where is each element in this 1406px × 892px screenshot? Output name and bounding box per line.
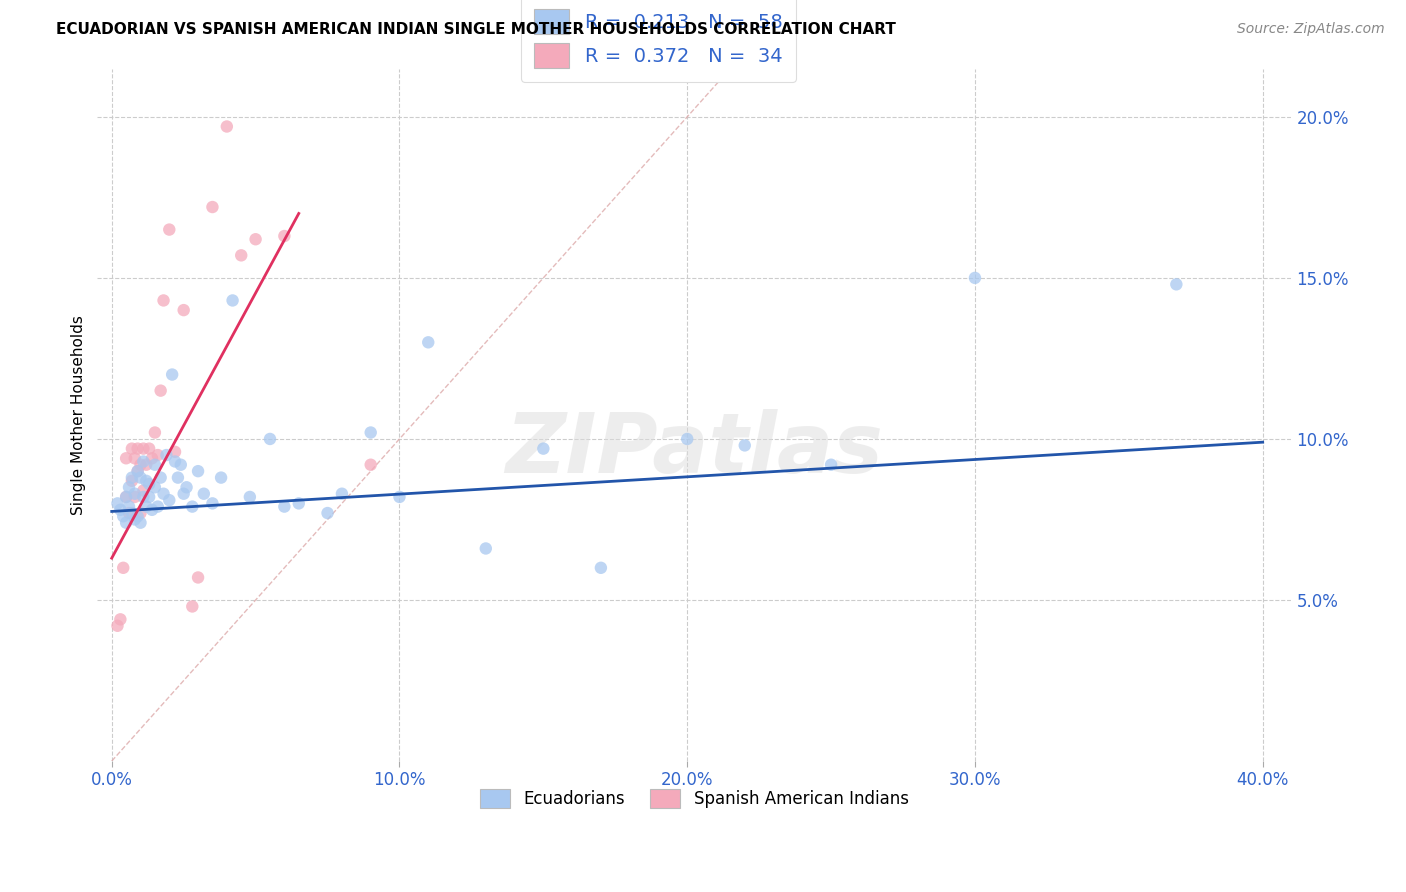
Point — [138, 477, 160, 491]
Point — [127, 509, 149, 524]
Point — [209, 470, 232, 484]
Point — [963, 271, 986, 285]
Point — [531, 442, 554, 456]
Point — [121, 506, 143, 520]
Point — [115, 490, 138, 504]
Point — [124, 490, 146, 504]
Point — [181, 500, 204, 514]
Point — [173, 303, 195, 318]
Point — [129, 516, 152, 530]
Point — [360, 458, 382, 472]
Point — [135, 474, 157, 488]
Point — [127, 464, 149, 478]
Point — [138, 490, 160, 504]
Text: Source: ZipAtlas.com: Source: ZipAtlas.com — [1237, 22, 1385, 37]
Point — [143, 458, 166, 472]
Point — [115, 490, 138, 504]
Point — [418, 335, 440, 350]
Point — [231, 248, 253, 262]
Point — [160, 368, 183, 382]
Point — [118, 506, 141, 520]
Point — [118, 480, 141, 494]
Point — [132, 483, 155, 498]
Point — [129, 470, 152, 484]
Point — [388, 490, 411, 504]
Point — [152, 293, 174, 308]
Point — [316, 506, 339, 520]
Point — [589, 561, 612, 575]
Point — [170, 458, 193, 472]
Point — [187, 464, 209, 478]
Point — [135, 500, 157, 514]
Legend: Ecuadorians, Spanish American Indians: Ecuadorians, Spanish American Indians — [474, 782, 915, 815]
Point — [112, 561, 135, 575]
Point — [1166, 277, 1188, 292]
Point — [173, 486, 195, 500]
Point — [734, 438, 756, 452]
Point — [149, 470, 172, 484]
Point — [132, 454, 155, 468]
Point — [110, 612, 132, 626]
Point — [245, 232, 267, 246]
Point — [163, 454, 186, 468]
Point — [152, 486, 174, 500]
Point — [121, 470, 143, 484]
Point — [475, 541, 498, 556]
Point — [132, 442, 155, 456]
Text: ECUADORIAN VS SPANISH AMERICAN INDIAN SINGLE MOTHER HOUSEHOLDS CORRELATION CHART: ECUADORIAN VS SPANISH AMERICAN INDIAN SI… — [56, 22, 896, 37]
Point — [121, 442, 143, 456]
Point — [141, 503, 163, 517]
Point — [127, 464, 149, 478]
Point — [124, 486, 146, 500]
Y-axis label: Single Mother Households: Single Mother Households — [72, 315, 86, 515]
Point — [273, 500, 295, 514]
Point — [124, 512, 146, 526]
Point — [676, 432, 699, 446]
Point — [107, 619, 129, 633]
Point — [201, 200, 224, 214]
Point — [239, 490, 262, 504]
Point — [157, 493, 180, 508]
Point — [129, 506, 152, 520]
Point — [155, 448, 177, 462]
Point — [132, 490, 155, 504]
Point — [193, 486, 215, 500]
Point — [112, 509, 135, 524]
Point — [115, 516, 138, 530]
Point — [149, 384, 172, 398]
Point — [287, 496, 309, 510]
Point — [215, 120, 238, 134]
Point — [146, 448, 169, 462]
Point — [163, 445, 186, 459]
Point — [201, 496, 224, 510]
Point — [187, 570, 209, 584]
Point — [127, 442, 149, 456]
Point — [221, 293, 243, 308]
Point — [121, 474, 143, 488]
Point — [143, 425, 166, 440]
Point — [129, 458, 152, 472]
Point — [110, 503, 132, 517]
Point — [360, 425, 382, 440]
Point — [176, 480, 198, 494]
Point — [820, 458, 842, 472]
Point — [135, 458, 157, 472]
Point — [141, 451, 163, 466]
Point — [157, 222, 180, 236]
Point — [273, 229, 295, 244]
Point — [167, 470, 190, 484]
Point — [330, 486, 353, 500]
Point — [146, 500, 169, 514]
Point — [143, 480, 166, 494]
Point — [181, 599, 204, 614]
Point — [115, 451, 138, 466]
Point — [107, 496, 129, 510]
Point — [124, 451, 146, 466]
Point — [259, 432, 281, 446]
Point — [138, 442, 160, 456]
Text: ZIPatlas: ZIPatlas — [506, 409, 883, 490]
Point — [118, 500, 141, 514]
